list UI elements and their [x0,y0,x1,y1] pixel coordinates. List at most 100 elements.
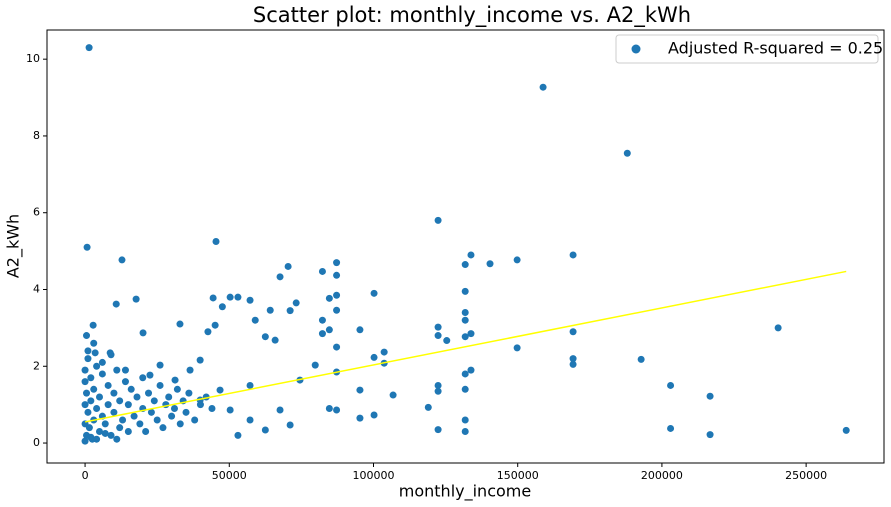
point [191,416,199,424]
point [95,428,103,436]
point [461,309,469,317]
point [667,424,675,432]
y-axis-label: A2_kWh [4,214,24,278]
point [434,381,442,389]
point [81,401,89,409]
point [156,361,164,369]
point [434,426,442,434]
point [104,401,112,409]
point [101,420,109,428]
point [461,428,469,436]
point [93,404,101,412]
point [116,424,124,432]
point [370,353,378,361]
point [325,294,333,302]
point [218,303,226,311]
point [107,351,115,359]
point [85,424,93,432]
point [81,366,89,374]
point [333,271,341,279]
legend-marker [631,44,641,54]
point [110,408,118,416]
point [284,262,292,270]
point [286,421,294,429]
point [325,404,333,412]
point [569,360,577,368]
point [182,408,190,416]
point [209,294,217,302]
point [333,259,341,267]
point [261,426,269,434]
point [461,416,469,424]
point [325,326,333,334]
point [234,293,242,301]
point [124,401,132,409]
point [165,393,173,401]
point [246,296,254,304]
point [170,404,178,412]
point [98,358,106,366]
point [196,401,204,409]
point [146,371,154,379]
point [461,333,469,341]
point [261,333,269,341]
point [356,414,364,422]
point [318,330,326,338]
point [461,316,469,324]
point [84,347,92,355]
y-tick-label: 10 [26,52,40,65]
point [434,216,442,224]
point [292,299,300,307]
point [246,381,254,389]
point [211,321,219,329]
point [333,343,341,351]
point [842,426,850,434]
point [93,435,101,443]
chart-title: Scatter plot: monthly_income vs. A2_kWh [253,3,691,28]
point [156,381,164,389]
point [159,424,167,432]
point [333,306,341,314]
point [101,429,109,437]
point [83,389,91,397]
point [461,370,469,378]
point [539,83,547,91]
point [424,403,432,411]
point [113,366,121,374]
point [623,149,631,157]
fit-line [84,270,847,423]
point [104,381,112,389]
point [204,328,212,336]
point [513,344,521,352]
point [286,307,294,315]
point [90,339,98,347]
point [127,385,135,393]
y-tick-label: 0 [33,436,40,449]
point [443,337,451,345]
point [569,355,577,363]
point [90,385,98,393]
point [266,306,274,314]
point [121,366,129,374]
point [318,316,326,324]
point [389,391,397,399]
point [185,389,193,397]
point [246,416,254,424]
point [139,329,147,337]
y-tick-label: 6 [33,206,40,219]
legend-box [615,34,879,64]
point [95,393,103,401]
point [147,408,155,416]
point [81,378,89,386]
point [168,412,176,420]
point [121,378,129,386]
point [216,386,224,394]
point [93,362,101,370]
point [81,437,89,445]
x-tick-label: 100000 [352,469,394,482]
point [467,366,475,374]
point [318,267,326,275]
point [251,316,259,324]
point [116,397,124,405]
